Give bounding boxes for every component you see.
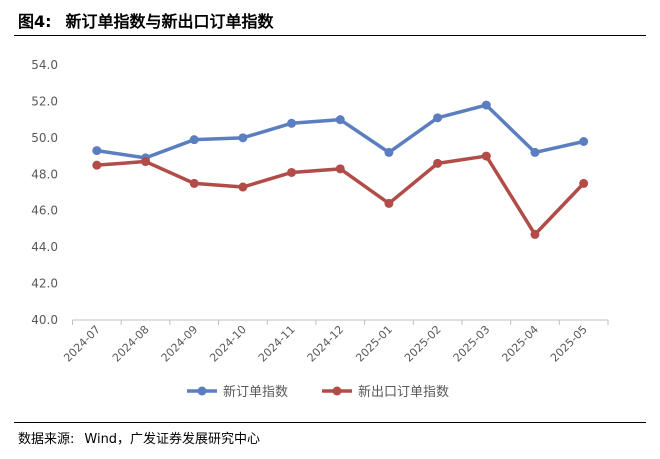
data-point — [433, 113, 443, 123]
legend-marker — [197, 386, 207, 396]
data-point — [481, 151, 491, 161]
bottom-rule — [14, 422, 646, 423]
source-note: 数据来源: Wind，广发证券发展研究中心 — [18, 428, 270, 447]
x-tick-label: 2024-07 — [61, 323, 103, 365]
x-tick-label: 2024-12 — [305, 323, 347, 365]
data-point — [189, 178, 199, 188]
data-point — [579, 137, 589, 146]
data-point — [238, 182, 248, 192]
y-tick-label: 46.0 — [31, 204, 58, 218]
x-tick-label: 2025-03 — [451, 323, 493, 365]
data-point — [384, 147, 394, 157]
data-point — [141, 157, 151, 167]
series-line — [96, 103, 585, 160]
y-tick-label: 42.0 — [31, 277, 58, 291]
data-point — [335, 164, 345, 174]
data-point — [92, 146, 102, 156]
figure-title-text: 新订单指数与新出口订单指数 — [65, 12, 274, 31]
y-tick-label: 40.0 — [31, 313, 58, 327]
data-point — [92, 160, 102, 170]
x-tick-label: 2025-01 — [353, 323, 395, 365]
data-point — [530, 229, 540, 239]
data-point — [384, 198, 394, 208]
legend-label: 新订单指数 — [223, 384, 288, 400]
data-point — [287, 167, 297, 177]
x-tick-label: 2024-11 — [256, 323, 298, 365]
data-point — [433, 158, 443, 168]
x-tick-label: 2024-09 — [159, 323, 201, 365]
y-tick-label: 52.0 — [31, 94, 58, 108]
x-tick-label: 2025-05 — [548, 323, 590, 365]
source-label: 数据来源: — [18, 432, 75, 447]
y-tick-label: 50.0 — [31, 131, 58, 145]
figure-label: 图4: — [18, 12, 52, 31]
source-text: Wind，广发证券发展研究中心 — [84, 432, 261, 447]
data-point — [287, 118, 297, 128]
x-tick-label: 2025-04 — [499, 323, 541, 365]
x-tick-label: 2024-10 — [207, 323, 249, 365]
data-point — [481, 100, 491, 110]
data-point — [189, 135, 199, 145]
data-point — [335, 115, 345, 125]
y-tick-label: 44.0 — [31, 240, 58, 254]
data-point — [579, 178, 589, 188]
y-tick-label: 48.0 — [31, 167, 58, 181]
legend-marker — [332, 386, 342, 396]
data-point — [530, 147, 540, 157]
y-tick-label: 54.0 — [31, 58, 58, 72]
x-tick-label: 2024-08 — [110, 323, 152, 365]
legend-label: 新出口订单指数 — [358, 384, 449, 400]
data-point — [238, 133, 248, 143]
top-rule — [14, 35, 646, 36]
figure-title: 图4: 新订单指数与新出口订单指数 — [18, 8, 288, 32]
x-tick-label: 2025-02 — [402, 323, 444, 365]
